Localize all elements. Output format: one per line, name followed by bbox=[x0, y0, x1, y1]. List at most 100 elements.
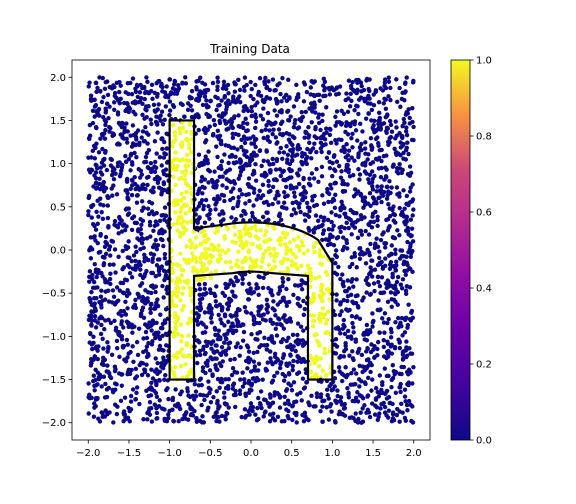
point-label-0 bbox=[237, 87, 243, 93]
point-label-0 bbox=[375, 417, 380, 423]
point-label-1 bbox=[189, 129, 194, 135]
point-label-0 bbox=[206, 340, 211, 345]
point-label-0 bbox=[382, 410, 388, 415]
point-label-0 bbox=[87, 122, 93, 128]
point-label-0 bbox=[143, 187, 148, 192]
point-label-0 bbox=[196, 92, 202, 97]
point-label-0 bbox=[204, 363, 210, 368]
point-label-0 bbox=[105, 363, 110, 368]
point-label-0 bbox=[363, 261, 369, 266]
point-label-0 bbox=[355, 104, 360, 109]
point-label-0 bbox=[87, 295, 92, 301]
point-label-0 bbox=[239, 137, 244, 142]
point-label-0 bbox=[153, 356, 158, 361]
y-tick-label: 1.0 bbox=[50, 159, 66, 170]
point-label-0 bbox=[278, 299, 283, 305]
point-label-0 bbox=[94, 166, 100, 171]
point-label-1 bbox=[318, 356, 323, 361]
point-label-0 bbox=[235, 147, 240, 152]
point-label-0 bbox=[320, 118, 325, 124]
point-label-1 bbox=[178, 363, 184, 369]
point-label-0 bbox=[352, 158, 357, 163]
point-label-0 bbox=[400, 277, 406, 282]
point-label-1 bbox=[202, 239, 207, 244]
point-label-1 bbox=[276, 238, 281, 243]
point-label-0 bbox=[233, 388, 238, 394]
point-label-0 bbox=[399, 364, 404, 370]
point-label-0 bbox=[255, 331, 260, 336]
point-label-0 bbox=[271, 299, 276, 304]
point-label-0 bbox=[351, 367, 357, 372]
point-label-0 bbox=[344, 162, 350, 168]
point-label-0 bbox=[152, 90, 157, 96]
point-label-0 bbox=[149, 419, 155, 424]
point-label-0 bbox=[251, 203, 256, 208]
point-label-0 bbox=[313, 110, 318, 115]
point-label-0 bbox=[269, 334, 274, 339]
point-label-0 bbox=[318, 146, 324, 151]
point-label-0 bbox=[287, 299, 292, 305]
point-label-0 bbox=[355, 88, 360, 94]
point-label-0 bbox=[301, 386, 307, 391]
point-label-0 bbox=[402, 394, 408, 399]
point-label-0 bbox=[386, 201, 391, 207]
point-label-0 bbox=[381, 230, 386, 235]
point-label-0 bbox=[99, 384, 104, 389]
point-label-0 bbox=[260, 214, 266, 220]
point-label-0 bbox=[129, 91, 135, 97]
point-label-0 bbox=[341, 317, 347, 323]
point-label-0 bbox=[124, 293, 130, 299]
point-label-0 bbox=[389, 384, 394, 390]
point-label-0 bbox=[233, 154, 238, 160]
point-label-0 bbox=[363, 116, 369, 121]
point-label-0 bbox=[162, 256, 168, 261]
point-label-0 bbox=[282, 418, 287, 424]
point-label-0 bbox=[227, 101, 232, 107]
point-label-0 bbox=[219, 344, 225, 350]
point-label-0 bbox=[347, 353, 352, 358]
point-label-1 bbox=[246, 248, 251, 253]
point-label-0 bbox=[275, 82, 280, 88]
point-label-0 bbox=[329, 210, 334, 215]
point-label-0 bbox=[340, 203, 345, 208]
point-label-0 bbox=[120, 345, 126, 350]
point-label-0 bbox=[99, 288, 104, 293]
point-label-0 bbox=[296, 181, 302, 187]
point-label-0 bbox=[244, 82, 249, 88]
point-label-0 bbox=[348, 217, 353, 223]
point-label-0 bbox=[100, 336, 105, 341]
point-label-0 bbox=[265, 134, 270, 139]
point-label-1 bbox=[180, 291, 185, 296]
point-label-0 bbox=[124, 178, 130, 184]
point-label-0 bbox=[112, 318, 117, 323]
point-label-0 bbox=[154, 410, 160, 416]
point-label-0 bbox=[290, 157, 295, 163]
point-label-0 bbox=[95, 241, 100, 246]
point-label-0 bbox=[288, 140, 293, 145]
point-label-0 bbox=[262, 170, 268, 176]
point-label-0 bbox=[215, 154, 220, 160]
point-label-0 bbox=[266, 183, 271, 188]
point-label-0 bbox=[90, 346, 95, 352]
point-label-0 bbox=[102, 244, 108, 250]
point-label-0 bbox=[369, 388, 374, 393]
point-label-0 bbox=[375, 223, 380, 229]
point-label-0 bbox=[397, 340, 402, 345]
point-label-0 bbox=[123, 299, 128, 304]
point-label-0 bbox=[376, 143, 381, 148]
point-label-0 bbox=[262, 79, 267, 85]
point-label-0 bbox=[124, 101, 130, 106]
point-label-0 bbox=[124, 337, 130, 343]
point-label-0 bbox=[237, 94, 242, 99]
point-label-1 bbox=[175, 316, 181, 321]
point-label-0 bbox=[330, 379, 336, 385]
point-label-0 bbox=[403, 317, 408, 323]
point-label-0 bbox=[199, 296, 205, 301]
point-label-0 bbox=[197, 186, 202, 191]
point-label-1 bbox=[210, 254, 215, 259]
point-label-1 bbox=[220, 248, 225, 253]
point-label-0 bbox=[135, 291, 140, 297]
point-label-0 bbox=[141, 139, 147, 144]
chart-title: Training Data bbox=[209, 42, 290, 56]
point-label-0 bbox=[396, 315, 401, 321]
